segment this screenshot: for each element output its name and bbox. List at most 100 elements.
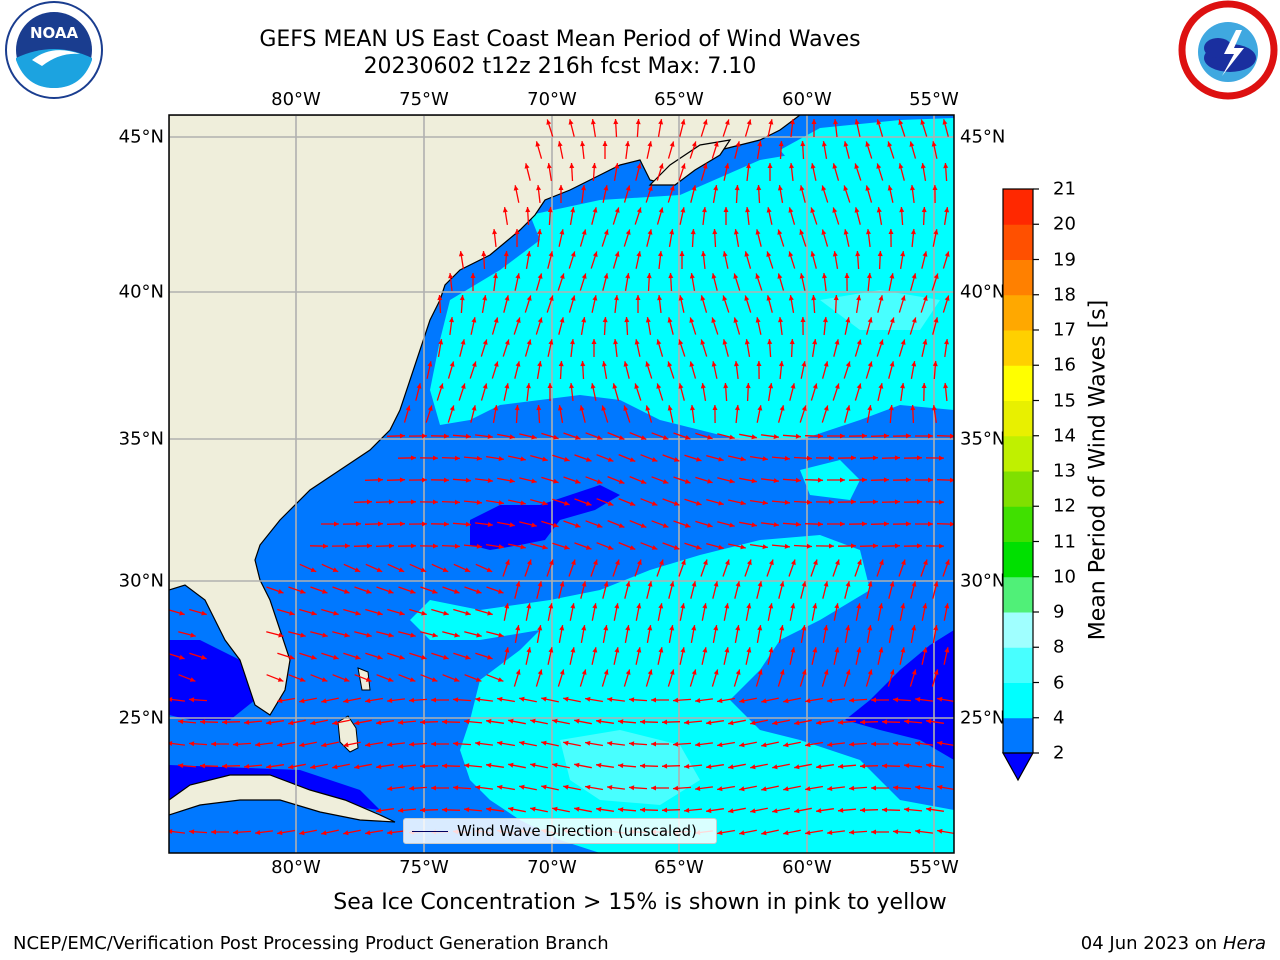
wave-direction-arrowhead [591,163,597,169]
wave-direction-arrowhead [673,457,680,462]
wave-direction-arrowhead [823,625,829,631]
wave-direction-arrowhead [607,697,613,702]
wave-direction-arrowhead [840,477,845,483]
wave-direction-arrowhead [607,457,614,462]
wave-direction-arrowhead [718,544,724,550]
wave-direction-arrowhead [728,720,734,726]
wave-direction-arrowhead [658,647,664,653]
wave-direction-arrowhead [596,479,603,484]
lon-tick-top: 75°W [399,89,449,110]
wave-direction-arrowhead [460,339,466,345]
wave-direction-arrowhead [453,741,459,747]
wave-direction-arrowhead [746,163,751,169]
wave-direction-arrowhead [526,339,532,345]
lat-tick-left: 40°N [118,281,164,303]
wave-direction-arrowhead [233,741,239,747]
wave-direction-arrowhead [684,719,690,725]
wave-direction-arrowhead [623,361,629,367]
wave-direction-arrowhead [876,119,882,125]
wave-direction-arrowhead [355,610,361,616]
wave-direction-arrowhead [647,229,653,235]
wave-direction-arrowhead [791,559,796,566]
wave-direction-arrowhead [366,589,372,594]
wave-direction-arrowhead [552,762,558,768]
wave-direction-arrowhead [354,720,360,726]
wave-direction-arrowhead [266,720,272,726]
wave-direction-arrowhead [646,273,652,279]
wave-direction-arrowhead [735,141,741,147]
wave-direction-arrowhead [911,581,917,587]
wave-direction-arrowhead [766,207,772,213]
wave-direction-arrowhead [879,559,884,566]
wave-direction-arrowhead [169,829,173,834]
wave-direction-arrowhead [768,383,774,389]
wave-direction-arrowhead [723,383,729,389]
wave-direction-arrowhead [575,479,581,484]
wave-direction-arrowhead [937,696,943,702]
wave-direction-arrowhead [527,559,532,566]
wave-direction-arrowhead [717,786,723,792]
wave-direction-arrowhead [684,479,691,484]
wave-direction-arrowhead [509,478,515,484]
wave-direction-arrowhead [409,785,415,791]
wave-direction-arrowhead [755,229,761,235]
wave-direction-arrowhead [921,207,927,213]
wave-direction-arrowhead [779,581,785,587]
wave-direction-arrowhead [806,455,812,461]
wave-direction-arrowhead [917,499,922,505]
wave-direction-arrowhead [399,610,405,616]
wave-direction-arrowhead [437,295,443,301]
wave-direction-arrowhead [493,405,499,411]
wave-direction-arrowhead [777,185,783,191]
wave-direction-arrowhead [926,806,932,812]
wave-direction-arrowhead [790,383,796,389]
colorbar-cell [1003,541,1033,578]
wave-direction-arrowhead [513,185,519,191]
wave-direction-arrowhead [922,339,928,345]
arrow-legend: Wind Wave Direction (unscaled) [403,818,717,844]
wave-direction-arrowhead [189,741,195,747]
wave-direction-arrowhead [733,273,739,279]
wave-direction-arrowhead [667,361,673,367]
wave-direction-arrowhead [876,163,882,169]
wave-direction-arrowhead [827,698,833,703]
wave-direction-arrowhead [623,405,629,411]
wave-direction-arrowhead [711,317,717,323]
wave-direction-arrowhead [607,785,613,790]
wave-direction-arrowhead [592,207,598,213]
wave-direction-arrowhead [443,433,449,439]
wave-direction-arrowhead [757,669,763,675]
wave-direction-arrowhead [563,740,569,746]
wave-direction-arrowhead [492,229,498,235]
wave-direction-arrowhead [789,339,795,345]
wave-direction-arrowhead [476,455,482,461]
wave-direction-arrowhead [618,807,624,813]
wave-direction-arrowhead [365,698,371,704]
wave-direction-arrowhead [542,456,548,462]
wave-direction-arrowhead [757,625,763,631]
wave-direction-arrowhead [515,317,521,323]
wave-direction-arrowhead [442,567,449,572]
wave-direction-arrowhead [449,317,454,323]
wave-direction-arrowhead [702,119,708,125]
wave-direction-arrowhead [673,501,680,506]
wave-direction-arrowhead [712,405,718,410]
wave-direction-arrowhead [612,383,618,389]
wave-direction-arrowhead [365,677,372,682]
wave-direction-arrowhead [794,764,800,770]
wave-direction-arrowhead [855,251,861,257]
wave-direction-arrowhead [931,405,937,411]
wave-direction-arrowhead [398,719,404,725]
wave-direction-arrowhead [778,361,784,367]
wave-direction-arrowhead [812,339,818,345]
wave-direction-arrowhead [530,718,536,724]
wave-direction-arrowhead [761,830,767,836]
wave-direction-arrowhead [722,295,728,301]
wave-direction-arrowhead [680,647,686,653]
colorbar-cell [1003,330,1033,366]
colorbar-tick-label: 8 [1053,636,1065,658]
wave-direction-arrowhead [636,251,642,257]
wave-direction-arrowhead [433,543,438,549]
wave-direction-arrowhead [806,543,812,549]
wave-direction-arrowhead [773,434,779,439]
